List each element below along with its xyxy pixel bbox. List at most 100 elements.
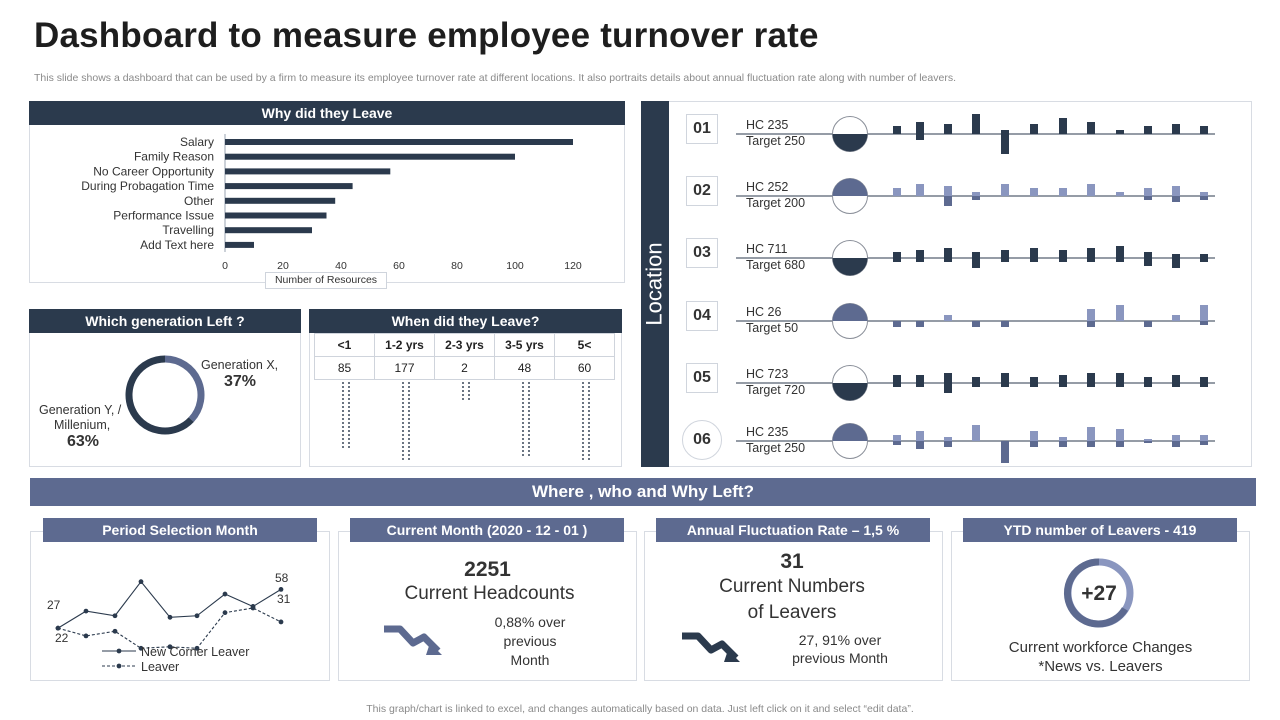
- current-month-panel: [338, 531, 637, 681]
- ytd-header: YTD number of Leavers - 419: [963, 518, 1237, 542]
- why-tick-label: 0: [222, 260, 228, 272]
- period-point: [167, 644, 173, 650]
- footer-note: This graph/chart is linked to excel, and…: [366, 703, 914, 715]
- when-col-4: 3-5 yrs: [494, 333, 555, 357]
- location-number-box: 01: [686, 114, 718, 144]
- period-point: [138, 579, 144, 585]
- location-bar: [1116, 192, 1124, 196]
- why-bar: [225, 153, 515, 160]
- location-bar: [916, 122, 924, 134]
- location-hc: HC 235: [746, 118, 789, 132]
- location-bar: [1200, 254, 1208, 258]
- when-val-5: 60: [554, 356, 615, 380]
- period-point: [278, 587, 284, 592]
- why-bar: [225, 197, 336, 204]
- location-bar: [1200, 192, 1208, 196]
- location-bar: [1172, 124, 1180, 134]
- location-bar: [972, 196, 980, 200]
- location-hc: HC 711: [746, 242, 788, 256]
- location-target: Target 200: [746, 196, 806, 210]
- location-bar: [1030, 441, 1038, 447]
- location-bar: [893, 258, 901, 262]
- location-bar: [972, 425, 980, 441]
- why-tick-label: 100: [506, 260, 524, 272]
- gen-x-value: 37%: [224, 373, 257, 390]
- location-target: Target 250: [746, 441, 806, 455]
- location-bar: [1116, 373, 1124, 383]
- generation-slice: [125, 355, 194, 435]
- why-category-label: Travelling: [162, 223, 214, 237]
- period-header: Period Selection Month: [43, 518, 317, 542]
- location-gauge-fill: [832, 134, 868, 152]
- location-bar: [1116, 305, 1124, 321]
- location-bar: [1087, 184, 1095, 196]
- period-series-line: [57, 607, 282, 649]
- period-point: [167, 614, 173, 620]
- location-bar: [1116, 258, 1124, 262]
- location-bar: [1200, 126, 1208, 134]
- annual-header: Annual Fluctuation Rate – 1,5 %: [656, 518, 930, 542]
- gen-y-label-1: Generation Y, /: [39, 403, 122, 417]
- why-category-label: Salary: [180, 135, 214, 149]
- location-bar: [1144, 188, 1152, 196]
- location-bar: [972, 321, 980, 327]
- location-number-box: 05: [686, 363, 718, 393]
- location-bar: [1200, 305, 1208, 321]
- period-point: [194, 645, 200, 651]
- location-bar: [944, 315, 952, 321]
- location-bar: [1030, 377, 1038, 383]
- why-tick-label: 60: [393, 260, 405, 272]
- location-number-box: 02: [686, 176, 718, 206]
- leavers-value: 31: [780, 550, 804, 573]
- location-bar: [1116, 429, 1124, 441]
- why-bar: [225, 241, 254, 248]
- location-bar: [916, 250, 924, 258]
- location-gauge-fill: [832, 178, 868, 196]
- location-bar: [944, 248, 952, 258]
- location-bar: [1172, 441, 1180, 447]
- when-col-2: 1-2 yrs: [374, 333, 435, 357]
- period-point: [83, 633, 89, 639]
- location-bar: [1200, 377, 1208, 383]
- leavers-label-2: of Leavers: [747, 602, 837, 623]
- when-leave-table: <1 1-2 yrs 2-3 yrs 3-5 yrs 5< 85 177 2 4…: [314, 333, 615, 380]
- why-category-label: Performance Issue: [113, 209, 214, 223]
- location-bar: [1030, 188, 1038, 196]
- gen-y-value: 63%: [67, 433, 100, 450]
- ytd-ring: [1064, 558, 1134, 628]
- location-bar: [916, 375, 924, 383]
- location-target: Target 50: [746, 321, 799, 335]
- location-bar: [1059, 188, 1067, 196]
- location-bar: [893, 252, 901, 258]
- location-gauge-fill: [832, 258, 868, 276]
- location-bar: [893, 188, 901, 196]
- location-bar: [1087, 383, 1095, 387]
- why-bar: [225, 227, 312, 234]
- period-point: [194, 613, 200, 619]
- period-point: [83, 608, 89, 614]
- location-bar: [1059, 383, 1067, 387]
- gen-x-label: Generation X,: [201, 358, 279, 372]
- location-bar: [1144, 252, 1152, 258]
- leavers-change-2: previous Month: [792, 650, 888, 666]
- why-leave-header: Why did they Leave: [29, 101, 625, 125]
- why-tick-label: 120: [564, 260, 582, 272]
- location-label-wrap: Location: [641, 101, 669, 467]
- location-bar: [1001, 130, 1009, 134]
- headcount-change-2: previous: [503, 633, 557, 649]
- period-point: [112, 613, 118, 619]
- why-category-label: Family Reason: [134, 150, 214, 164]
- when-leave-header: When did they Leave?: [309, 309, 622, 333]
- period-point: [222, 591, 228, 597]
- location-bar: [1059, 437, 1067, 441]
- location-bar: [893, 321, 901, 327]
- location-gauge-fill: [832, 423, 868, 441]
- period-point: [250, 605, 256, 611]
- why-tick-label: 40: [335, 260, 347, 272]
- ytd-label-1: Current workforce Changes: [1008, 639, 1193, 656]
- location-bar: [1030, 258, 1038, 262]
- location-strip: [641, 101, 669, 467]
- location-bar: [1059, 375, 1067, 383]
- location-bar: [972, 114, 980, 134]
